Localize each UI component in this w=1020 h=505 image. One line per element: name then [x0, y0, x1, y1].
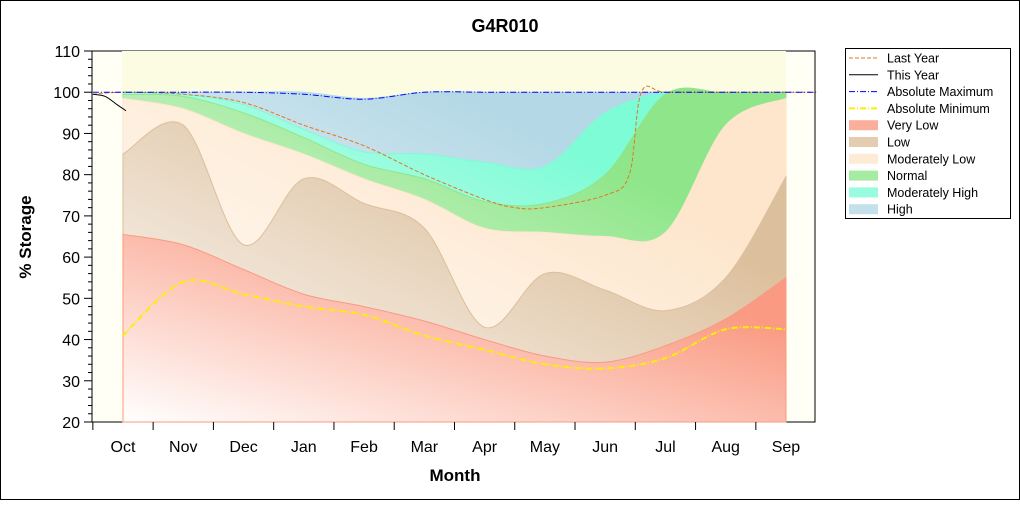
- y-tick-label: 80: [62, 168, 80, 185]
- x-tick-label: Dec: [229, 439, 257, 456]
- legend-entry: Low: [887, 136, 911, 150]
- y-tick-label: 30: [62, 374, 80, 391]
- legend-entry: Very Low: [887, 119, 939, 133]
- line-last-year: [92, 85, 817, 210]
- legend-swatch: [849, 120, 878, 131]
- line-absolute-maximum: [92, 91, 817, 100]
- x-tick-label: Feb: [350, 439, 378, 456]
- line-this-year: [92, 93, 127, 112]
- legend-entry: Absolute Maximum: [887, 85, 993, 99]
- legend-entry: Moderately High: [887, 186, 978, 200]
- x-tick-label: Jul: [655, 439, 675, 456]
- y-tick-label: 90: [62, 126, 80, 143]
- line-absolute-minimum: [122, 279, 786, 370]
- legend-swatch: [849, 204, 878, 215]
- y-tick-label: 70: [62, 209, 80, 226]
- y-tick-label: 40: [62, 333, 80, 350]
- y-tick-label: 110: [54, 44, 80, 61]
- y-tick-label: 100: [53, 85, 80, 102]
- y-tick-label: 50: [62, 291, 80, 308]
- x-axis-label: Month: [430, 466, 481, 485]
- y-axis-label: % Storage: [16, 195, 35, 278]
- y-tick-label: 60: [62, 250, 80, 267]
- legend-swatch: [849, 187, 878, 198]
- legend-swatch: [849, 170, 878, 181]
- x-tick-label: Apr: [472, 439, 498, 456]
- x-tick-label: Nov: [169, 439, 197, 456]
- legend-swatch: [849, 137, 878, 147]
- x-tick-label: May: [530, 439, 560, 456]
- legend-entry: High: [887, 203, 913, 217]
- legend-entry: Last Year: [887, 52, 939, 66]
- legend-entry: Normal: [887, 169, 927, 183]
- x-tick-label: Mar: [411, 439, 439, 456]
- legend-entry: Moderately Low: [887, 152, 976, 166]
- x-tick-label: Sep: [772, 439, 801, 456]
- x-tick-label: Oct: [111, 439, 136, 456]
- band-very-low: [122, 233, 787, 423]
- legend-entry: This Year: [887, 68, 939, 82]
- legend-entry: Absolute Minimum: [887, 102, 990, 116]
- x-tick-label: Jun: [592, 439, 618, 456]
- x-tick-label: Aug: [711, 439, 739, 456]
- y-tick-label: 20: [62, 415, 80, 432]
- legend-swatch: [849, 153, 878, 164]
- chart-title: G4R010: [471, 16, 538, 36]
- x-tick-label: Jan: [291, 439, 317, 456]
